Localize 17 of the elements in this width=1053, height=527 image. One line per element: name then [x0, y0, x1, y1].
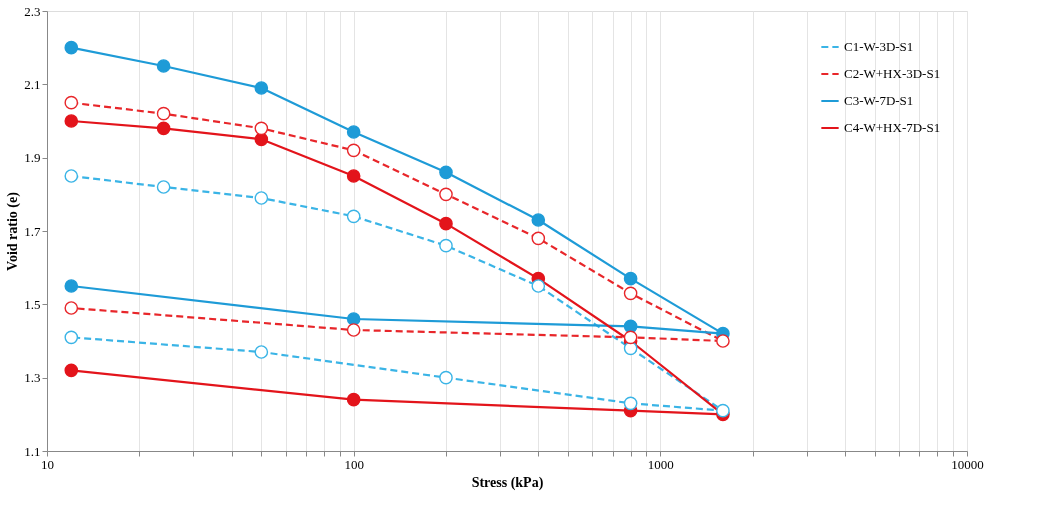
- x-tick-label: 10: [41, 456, 54, 472]
- y-tick-label: 1.9: [24, 150, 41, 166]
- x-tick-label: 1000: [647, 456, 674, 472]
- x-tick-label: 10000: [951, 456, 984, 472]
- x-tick-label: 100: [344, 456, 364, 472]
- y-tick-label: 2.3: [24, 3, 41, 19]
- y-tick-label: 1.5: [24, 296, 41, 312]
- y-tick-label: 1.3: [24, 370, 41, 386]
- legend-label: C2-W+HX-3D-S1: [844, 66, 941, 81]
- legend-label: C3-W-7D-S1: [844, 93, 914, 108]
- y-tick-label: 1.1: [24, 443, 41, 459]
- legend-label: C4-W+HX-7D-S1: [844, 120, 941, 135]
- y-tick-label: 2.1: [24, 76, 41, 92]
- y-axis-title: Void ratio (e): [5, 191, 22, 271]
- legend-label: C1-W-3D-S1: [844, 39, 914, 54]
- x-axis-title: Stress (kPa): [471, 474, 544, 491]
- y-tick-label: 1.7: [24, 223, 41, 239]
